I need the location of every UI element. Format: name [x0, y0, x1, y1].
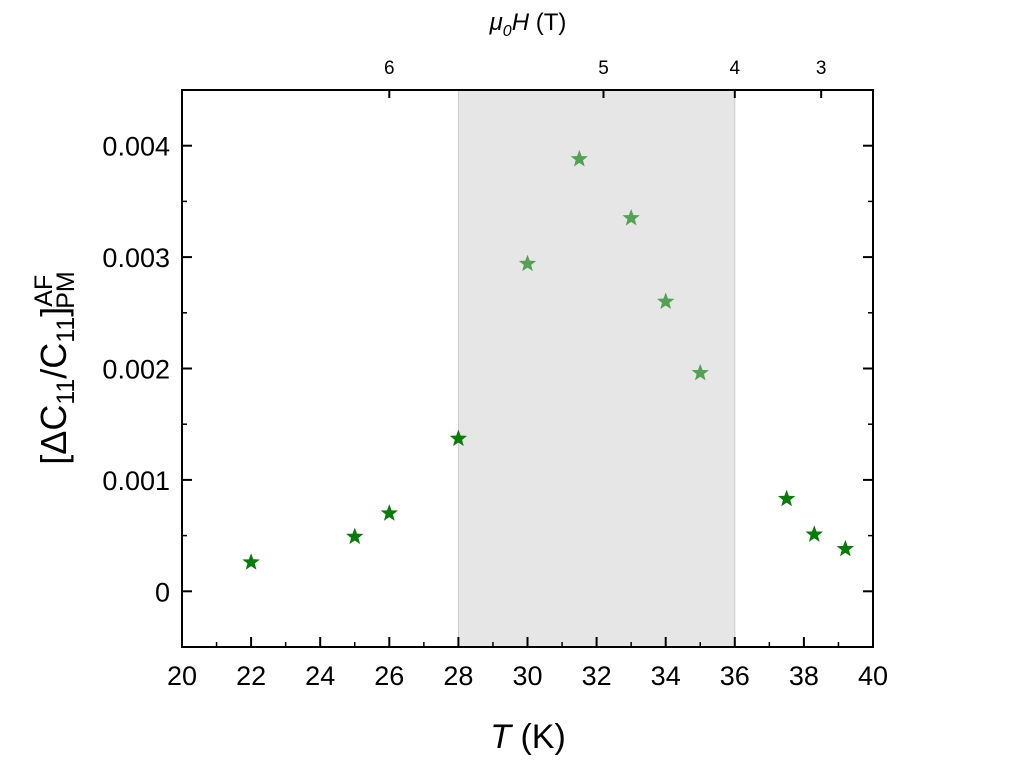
data-point-star — [657, 292, 675, 310]
x-tick-label: 20 — [167, 661, 197, 691]
x-tick-label: 28 — [443, 661, 473, 691]
data-point-star — [242, 553, 260, 570]
top-tick-label: 5 — [598, 58, 609, 79]
top-tick-label: 6 — [384, 58, 395, 79]
shaded-region-layer — [457, 89, 736, 648]
y-tick-label: 0.004 — [102, 132, 170, 162]
y-tick-label: 0.002 — [102, 355, 170, 385]
x-tick-label: 40 — [858, 661, 888, 691]
x-tick-label: 34 — [651, 661, 681, 691]
data-point-star — [570, 149, 589, 167]
x-tick-label: 38 — [789, 661, 819, 691]
plot-frame — [181, 89, 874, 648]
shaded-region — [457, 89, 736, 648]
data-points — [242, 149, 855, 570]
x-tick-label: 30 — [512, 661, 542, 691]
data-point-star — [380, 504, 398, 521]
data-point-star — [346, 527, 364, 545]
data-point-star — [622, 208, 640, 226]
x-tick-label: 32 — [582, 661, 612, 691]
data-point-star — [691, 363, 709, 381]
data-point-star — [836, 539, 855, 557]
y-axis-title: [ΔC11/C11]AFPM — [30, 271, 80, 464]
top-axis-title: μ0H (T) — [489, 9, 567, 40]
y-tick-label: 0 — [155, 577, 170, 607]
top-tick-label: 4 — [730, 58, 741, 79]
data-point-star — [805, 525, 823, 542]
y-tick-label: 0.003 — [102, 243, 170, 273]
top-tick-label: 3 — [816, 58, 827, 79]
data-point-star — [518, 254, 537, 272]
x-axis-title: T (K) — [490, 718, 566, 756]
x-tick-label: 26 — [374, 661, 404, 691]
tick-labels: 20 22 24 26 28 30 32 34 36 38 4000.0010.0020.0030.… — [102, 58, 888, 691]
x-tick-label: 24 — [305, 661, 335, 691]
x-tick-label: 22 — [236, 661, 266, 691]
y-tick-label: 0.001 — [102, 466, 170, 496]
x-tick-label: 36 — [720, 661, 750, 691]
data-point-star — [449, 429, 468, 447]
data-point-star — [777, 489, 796, 507]
